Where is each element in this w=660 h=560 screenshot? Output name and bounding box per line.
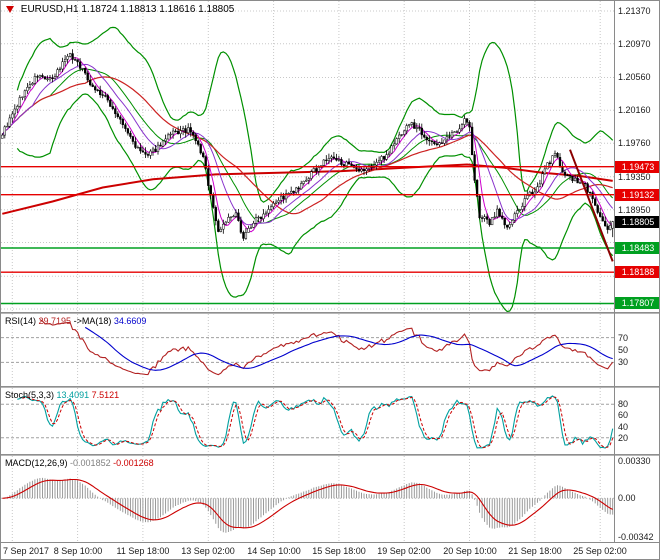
- stoch-scale-tick: 40: [618, 422, 629, 432]
- time-tick-label: 20 Sep 10:00: [443, 546, 497, 556]
- macd-scale-tick: 0.00: [618, 493, 636, 503]
- stoch-d-line: [22, 396, 614, 449]
- main-price-chart[interactable]: [1, 1, 614, 312]
- trend-line[interactable]: [569, 149, 614, 262]
- price-level-label: 1.19473: [615, 161, 659, 173]
- rsi-value: 29.7195: [38, 316, 72, 326]
- stochastic-panel[interactable]: [1, 388, 614, 454]
- rsi-scale-tick: 70: [618, 333, 629, 343]
- rsi-line: [39, 319, 614, 376]
- stoch-scale-tick: 80: [618, 399, 629, 409]
- stoch-scale-tick: 20: [618, 433, 629, 443]
- macd-label: MACD(12,26,9) -0.001852 -0.001268: [5, 458, 154, 468]
- symbol-marker-icon: [6, 5, 14, 13]
- candles-layer: [1, 49, 614, 241]
- rsi-panel[interactable]: [1, 314, 614, 386]
- grid-layer: [1, 1, 614, 312]
- low-value: 1.18616: [159, 4, 196, 15]
- price-tick: 1.20160: [618, 105, 651, 115]
- rsi-label: RSI(14) 29.7195 ->MA(18) 34.6609: [5, 316, 146, 326]
- panel-separator-stochastic[interactable]: [1, 386, 659, 388]
- time-tick-label: 8 Sep 10:00: [53, 546, 103, 556]
- price-level-label: 1.18188: [615, 266, 659, 278]
- stoch-name: Stoch(5,3,3): [5, 390, 55, 400]
- price-tick: 1.18950: [618, 205, 651, 215]
- time-axis-border: [1, 542, 659, 543]
- price-level-label: 1.18805: [615, 216, 659, 228]
- rsi-scale-tick: 50: [618, 345, 629, 355]
- macd-main-value: -0.001852: [70, 458, 111, 468]
- panel-separator-macd[interactable]: [1, 454, 659, 456]
- macd-scale-tick: -0.00342: [618, 532, 654, 542]
- mid-ma-line: [1, 76, 613, 215]
- macd-signal-value: -0.001268: [113, 458, 154, 468]
- macd-name: MACD(12,26,9): [5, 458, 68, 468]
- time-tick-label: 14 Sep 10:00: [247, 546, 301, 556]
- time-tick-label: 25 Sep 02:00: [573, 546, 627, 556]
- price-axis-border: [614, 1, 615, 542]
- panel-separator-rsi[interactable]: [1, 312, 659, 314]
- fast-ma-line-1: [1, 57, 613, 233]
- high-value: 1.18813: [120, 4, 157, 15]
- stochastic-label: Stoch(5,3,3) 13.4091 7.5121: [5, 390, 119, 400]
- price-tick: 1.19350: [618, 172, 651, 182]
- time-tick-label: 21 Sep 18:00: [508, 546, 562, 556]
- bollinger-middle-line: [16, 68, 614, 224]
- time-tick-label: 19 Sep 02:00: [377, 546, 431, 556]
- fast-ma-line-2: [1, 63, 614, 226]
- price-level-label: 1.18483: [615, 242, 659, 254]
- close-value: 1.18805: [198, 4, 235, 15]
- bollinger-upper-line: [16, 26, 614, 203]
- macd-signal-line: [2, 478, 613, 529]
- price-tick: 1.21370: [618, 6, 651, 16]
- rsi-ma-line: [84, 326, 613, 371]
- time-tick-label: 11 Sep 18:00: [116, 546, 170, 556]
- symbol-period-label: EURUSD,H1: [20, 4, 79, 15]
- chart-header: EURUSD,H1 1.18724 1.18813 1.18616 1.1880…: [6, 4, 234, 15]
- price-tick: 1.19760: [618, 138, 651, 148]
- price-tick: 1.20970: [618, 39, 651, 49]
- price-tick: 1.20560: [618, 72, 651, 82]
- price-level-label: 1.19132: [615, 189, 659, 201]
- stoch-scale-tick: 60: [618, 410, 629, 420]
- open-value: 1.18724: [81, 4, 118, 15]
- rsi-ma-value: 34.6609: [113, 316, 147, 326]
- rsi-name: RSI(14): [5, 316, 37, 326]
- macd-panel[interactable]: [1, 456, 614, 542]
- price-level-label: 1.17807: [615, 297, 659, 309]
- rsi-scale-tick: 30: [618, 357, 629, 367]
- stoch-k-value: 13.4091: [56, 390, 90, 400]
- rsi-ma-name: ->MA(18): [73, 316, 112, 326]
- stoch-d-value: 7.5121: [91, 390, 120, 400]
- macd-histogram: [4, 477, 614, 533]
- time-tick-label: 7 Sep 2017: [3, 546, 50, 556]
- stoch-k-line: [17, 395, 614, 449]
- time-tick-label: 15 Sep 18:00: [312, 546, 366, 556]
- macd-scale-tick: 0.00330: [618, 456, 651, 466]
- bollinger-lower-line: [16, 93, 614, 312]
- time-tick-label: 13 Sep 02:00: [181, 546, 235, 556]
